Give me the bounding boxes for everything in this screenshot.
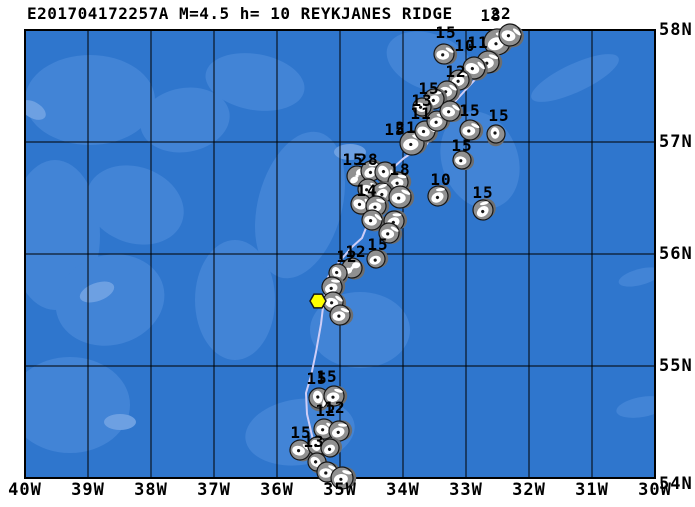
depth-label: 18 (480, 6, 501, 25)
plot-title: E201704172257A M=4.5 h= 10 REYKJANES RID… (27, 4, 453, 23)
beachball-marker (289, 439, 313, 462)
bathy-patch (205, 53, 305, 111)
depth-label: 18 (389, 160, 410, 179)
bathymetry (25, 31, 655, 466)
beachball-marker (448, 69, 473, 91)
beachball-marker (412, 97, 434, 119)
bathy-patch (104, 414, 136, 430)
lon-tick-label: 32W (512, 480, 546, 500)
bathy-patch (25, 55, 155, 145)
bathy-patch (55, 254, 165, 346)
depth-label: 15 (367, 235, 388, 254)
lon-tick-label: 30W (638, 480, 672, 500)
lat-tick-label: 57N (659, 132, 693, 152)
depth-label: 15 (342, 150, 363, 169)
beachball-marker (328, 420, 353, 442)
depth-label: 10 (454, 36, 475, 55)
lat-tick-label: 58N (659, 20, 693, 40)
lon-tick-label: 33W (449, 480, 483, 500)
beachball-marker (433, 43, 458, 65)
depth-label: 12 (445, 62, 466, 81)
lon-tick-label: 31W (575, 480, 609, 500)
depth-label: 15 (488, 106, 509, 125)
depth-label: 10 (430, 170, 451, 189)
depth-label: 14 (356, 181, 377, 200)
depth-label: 13 (303, 432, 324, 451)
depth-label: 12 (336, 247, 357, 266)
lon-tick-label: 35W (323, 480, 357, 500)
beachball-marker (366, 249, 389, 269)
beachball-marker (323, 385, 348, 407)
beachballs (289, 23, 524, 490)
beachball-marker (452, 150, 475, 171)
depth-label: 15 (316, 367, 337, 386)
beachball-marker (459, 119, 484, 141)
depth-label: 15 (451, 136, 472, 155)
beachball-marker (361, 209, 385, 232)
lon-tick-label: 34W (386, 480, 420, 500)
depth-label: 15 (290, 423, 311, 442)
depth-label: 12 (345, 242, 366, 261)
depth-label: 22 (490, 4, 511, 23)
depth-label: 11 (467, 33, 488, 52)
depth-label: 15 (459, 101, 480, 120)
beachball-marker (320, 437, 343, 458)
beachball-marker (472, 198, 496, 221)
beachball-marker (321, 276, 346, 298)
depth-label: 15 (306, 369, 327, 388)
depth-label: 28 (357, 150, 378, 169)
depth-label: 11 (410, 104, 431, 123)
depth-label: 13 (411, 91, 432, 110)
depth-label: 15 (418, 79, 439, 98)
bathy-patch (618, 267, 655, 287)
beachball-marker (329, 304, 354, 326)
beachball-marker (498, 23, 524, 48)
depth-label: 21 (395, 118, 416, 137)
beachball-marker (378, 222, 403, 244)
lat-tick-label: 55N (659, 356, 693, 376)
bathy-patch (25, 100, 46, 120)
lon-tick-label: 39W (71, 480, 105, 500)
bathy-patch (25, 357, 130, 453)
depth-label: 12 (324, 398, 345, 417)
depth-label: 15 (435, 23, 456, 42)
lon-tick-label: 36W (260, 480, 294, 500)
bathy-patch (255, 131, 345, 279)
lon-tick-label: 37W (197, 480, 231, 500)
depth-label: 12 (315, 401, 336, 420)
beachball-marker (330, 466, 357, 490)
beachball-marker (486, 124, 506, 147)
bathy-patch (140, 87, 230, 153)
bathy-patch (531, 54, 619, 102)
bathy-patch (86, 165, 184, 245)
beachball-marker (427, 184, 452, 207)
bathy-patch (334, 144, 366, 160)
event-marker (309, 293, 327, 309)
depth-label: 15 (472, 183, 493, 202)
lon-tick-label: 38W (134, 480, 168, 500)
lon-tick-label: 40W (8, 480, 42, 500)
graticule (25, 30, 655, 478)
depth-label: 15 (384, 120, 405, 139)
lat-tick-label: 56N (659, 244, 693, 264)
beachball-marker (439, 100, 464, 123)
beachball-marker (388, 185, 415, 209)
lat-tick-label: 54N (659, 474, 693, 494)
bathy-patch (195, 240, 275, 360)
